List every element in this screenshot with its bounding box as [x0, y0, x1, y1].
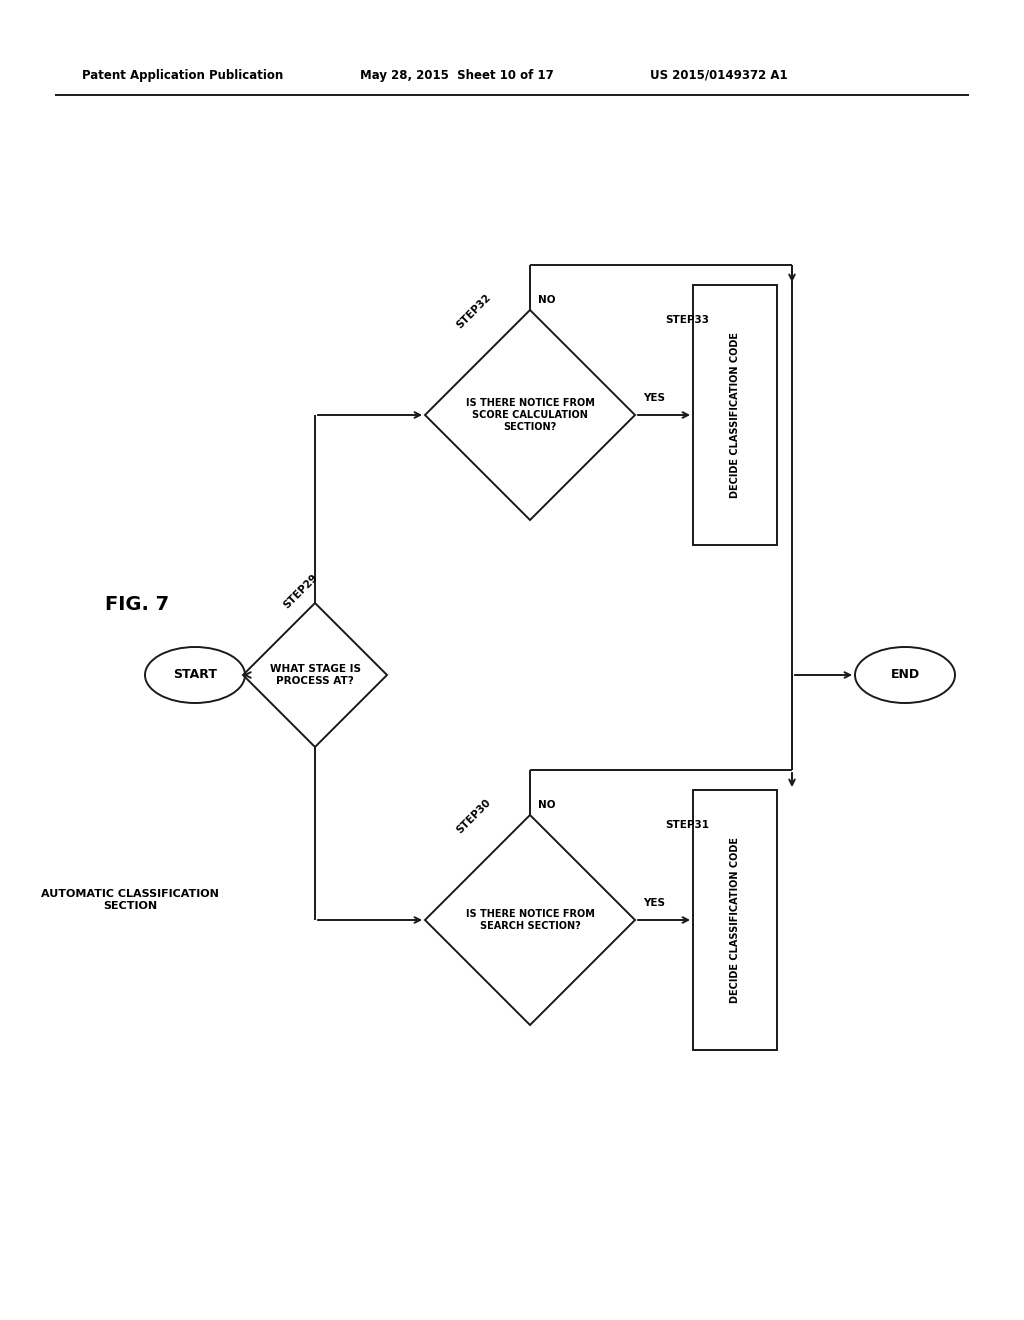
Text: END: END [891, 668, 920, 681]
Text: START: START [173, 668, 217, 681]
Text: STEP31: STEP31 [665, 820, 709, 830]
Text: FIG. 7: FIG. 7 [105, 595, 169, 615]
Text: STEP29: STEP29 [282, 572, 321, 610]
Text: US 2015/0149372 A1: US 2015/0149372 A1 [650, 69, 787, 82]
Bar [693, 789, 777, 1049]
Text: IS THERE NOTICE FROM
SCORE CALCULATION
SECTION?: IS THERE NOTICE FROM SCORE CALCULATION S… [466, 399, 595, 432]
Bar [693, 285, 777, 545]
Text: WHAT STAGE IS
PROCESS AT?: WHAT STAGE IS PROCESS AT? [269, 664, 360, 686]
Text: NO: NO [538, 294, 555, 305]
Text: IS THERE NOTICE FROM
SEARCH SECTION?: IS THERE NOTICE FROM SEARCH SECTION? [466, 909, 595, 931]
Text: STEP33: STEP33 [665, 315, 709, 325]
Text: DECIDE CLASSIFICATION CODE: DECIDE CLASSIFICATION CODE [730, 333, 740, 498]
Text: STEP30: STEP30 [455, 797, 494, 836]
Text: AUTOMATIC CLASSIFICATION
SECTION: AUTOMATIC CLASSIFICATION SECTION [41, 890, 219, 911]
Text: YES: YES [643, 393, 665, 403]
Text: Patent Application Publication: Patent Application Publication [82, 69, 284, 82]
Text: May 28, 2015  Sheet 10 of 17: May 28, 2015 Sheet 10 of 17 [360, 69, 554, 82]
Text: DECIDE CLASSIFICATION CODE: DECIDE CLASSIFICATION CODE [730, 837, 740, 1003]
Text: YES: YES [643, 898, 665, 908]
Text: NO: NO [538, 800, 555, 810]
Text: STEP32: STEP32 [455, 292, 494, 330]
